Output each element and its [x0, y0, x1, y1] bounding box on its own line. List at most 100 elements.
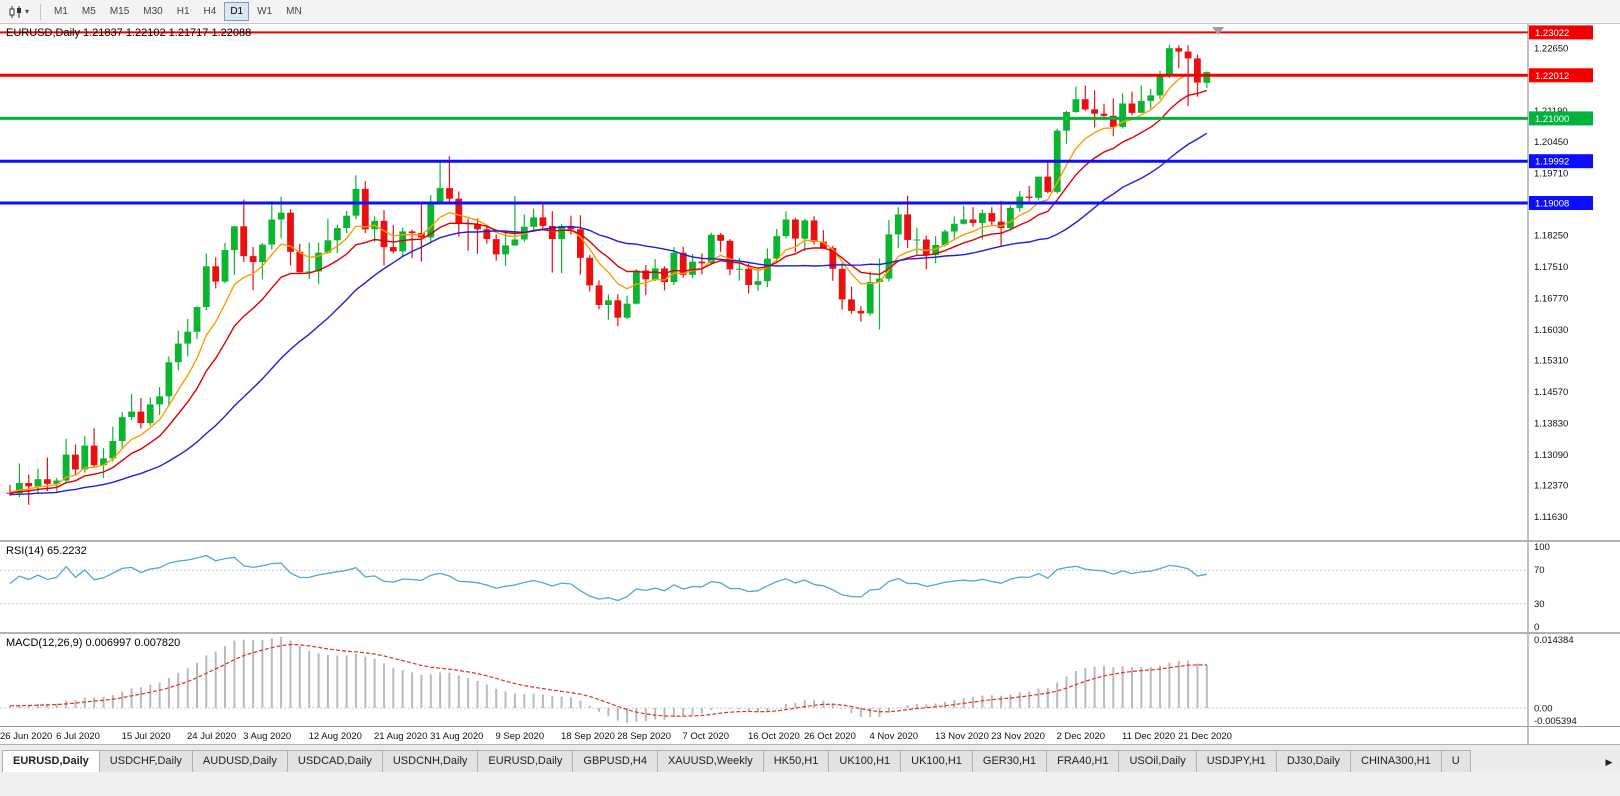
rsi-svg[interactable]: 100 70 30 0: [0, 542, 1620, 632]
price-axis-label: 1.13090: [1534, 450, 1568, 461]
date-axis-label: 9 Sep 2020: [496, 731, 545, 742]
macd-axis-label: 0.014384: [1534, 635, 1574, 646]
date-axis-label: 13 Nov 2020: [935, 731, 989, 742]
chart-tab-eurusd-daily[interactable]: EURUSD,Daily: [2, 750, 100, 772]
chart-tab-xauusd-weekly[interactable]: XAUUSD,Weekly: [656, 750, 764, 772]
timeframe-button-M5[interactable]: M5: [81, 6, 96, 17]
rsi-axis-label: 0: [1534, 622, 1539, 632]
price-tag-text: 1.21000: [1535, 114, 1569, 125]
date-axis-label: 21 Dec 2020: [1178, 731, 1232, 742]
bottom-strip: [0, 772, 1620, 796]
chart-tab-audusd-daily[interactable]: AUDUSD,Daily: [191, 750, 288, 772]
date-axis-label: 24 Jul 2020: [187, 731, 236, 742]
chart-tab-usdcad-daily[interactable]: USDCAD,Daily: [286, 750, 383, 772]
price-axis-label: 1.11630: [1534, 512, 1568, 523]
timeframe-button-H1[interactable]: H1: [176, 6, 190, 17]
date-axis-label: 26 Oct 2020: [804, 731, 856, 742]
timeframe-button-D1[interactable]: D1: [224, 2, 250, 21]
price-tag-1.23022[interactable]: [1529, 25, 1593, 40]
price-axis-label: 1.19710: [1534, 169, 1568, 180]
date-axis-label: 15 Jul 2020: [122, 731, 171, 742]
bottom-tabs: EURUSD,Daily USDCHF,Daily AUDUSD,Daily USDC…: [2, 750, 1600, 772]
chart-type-button[interactable]: ▾: [4, 2, 33, 22]
price-axis-label: 1.21190: [1534, 106, 1568, 117]
date-axis-svg: 26 Jun 2020 6 Jul 2020 15 Jul 2020 24 Jul 2…: [0, 727, 1529, 744]
price-axis-label: 1.16770: [1534, 294, 1568, 305]
price-tag-1.19992[interactable]: [1529, 154, 1593, 169]
timeframe-button-M1[interactable]: M1: [54, 6, 68, 17]
chart-tab-usdchf-daily[interactable]: USDCHF,Daily: [98, 750, 193, 772]
chart-shift-marker[interactable]: [1212, 27, 1224, 35]
timeframe-button-W1[interactable]: W1: [257, 6, 273, 17]
timeframe-button-group: M1 M5 M15 M30 H1 H4 D1 W1 MN: [48, 2, 308, 21]
rsi-panel: RSI(14) 65.2232 100 70 30 0: [0, 540, 1620, 632]
timeframe-button-MN[interactable]: MN: [286, 6, 302, 17]
timeframe-button-M15[interactable]: M15: [109, 6, 130, 17]
chart-tab-ger30-h1[interactable]: GER30,H1: [971, 750, 1048, 772]
date-axis-panel: 26 Jun 2020 6 Jul 2020 15 Jul 2020 24 Jul 2…: [0, 726, 1620, 744]
price-axis-label: 1.15310: [1534, 356, 1568, 367]
date-axis-label: 23 Nov 2020: [991, 731, 1045, 742]
macd-svg[interactable]: 0.014384 0.00-0.005394: [0, 634, 1620, 726]
chart-tab-uk100-h1[interactable]: UK100,H1: [900, 750, 973, 772]
date-axis-label: 2 Dec 2020: [1057, 731, 1106, 742]
chart-tab-hk50-h1[interactable]: HK50,H1: [762, 750, 830, 772]
chart-tab-eurusd-daily[interactable]: EURUSD,Daily: [477, 750, 574, 772]
chart-tab-china300-h1[interactable]: CHINA300,H1: [1350, 750, 1442, 772]
price-tag-text: 1.19008: [1535, 199, 1569, 210]
chart-tab-dj30-daily[interactable]: DJ30,Daily: [1275, 750, 1351, 772]
date-axis-label: 6 Jul 2020: [56, 731, 100, 742]
macd-signal-line: [9, 643, 1207, 717]
chevron-down-icon: ▾: [25, 7, 30, 16]
chart-stack: EURUSD,Daily 1.21837 1.22102 1.21717 1.2…: [0, 24, 1620, 744]
price-axis-label: 1.16030: [1534, 325, 1568, 336]
price-tag-text: 1.19992: [1535, 157, 1569, 168]
price-tag-text: 1.23022: [1535, 28, 1569, 39]
price-axis-label: 1.17510: [1534, 262, 1568, 273]
rsi-axis-label: 30: [1534, 599, 1545, 610]
timeframe-button-H4[interactable]: H4: [203, 6, 217, 17]
macd-axis-label: 0.00: [1534, 704, 1553, 715]
price-tag-1.19008[interactable]: [1529, 196, 1593, 210]
rsi-axis-label: 70: [1534, 565, 1545, 576]
date-axis-label: 21 Aug 2020: [374, 731, 427, 742]
price-axis-label: 1.18250: [1534, 231, 1568, 242]
timeframe-button-M30[interactable]: M30: [143, 6, 163, 17]
main-chart-svg[interactable]: 1.22650 1.21190 1.20450 1.19710 1.18250 1.175…: [0, 24, 1620, 540]
toolbar-separator: [40, 3, 42, 20]
date-axis-label: 12 Aug 2020: [309, 731, 362, 742]
chart-tab-usdjpy-h1[interactable]: USDJPY,H1: [1195, 750, 1277, 772]
date-axis-label: 31 Aug 2020: [430, 731, 483, 742]
date-axis-label: 16 Oct 2020: [748, 731, 800, 742]
chart-tab-u[interactable]: U: [1440, 750, 1471, 772]
price-tag-1.21000[interactable]: [1529, 111, 1593, 126]
ma-line-mid: [9, 89, 1208, 494]
date-axis-label: 18 Sep 2020: [561, 731, 615, 742]
chart-tab-uk100-h1[interactable]: UK100,H1: [828, 750, 902, 772]
date-axis-label: 4 Nov 2020: [870, 731, 919, 742]
price-tag-1.22012[interactable]: [1529, 68, 1593, 83]
rsi-axis-label: 100: [1534, 542, 1550, 553]
tab-scroll-right-button[interactable]: ▶: [1605, 756, 1613, 767]
date-axis-label: 3 Aug 2020: [243, 731, 291, 742]
price-tag-text: 1.22012: [1535, 71, 1569, 82]
chart-tab-usdcnh-daily[interactable]: USDCNH,Daily: [381, 750, 479, 772]
price-axis-label: 1.13830: [1534, 419, 1568, 430]
chart-tab-fra40-h1[interactable]: FRA40,H1: [1046, 750, 1120, 772]
chart-tab-usoil-daily[interactable]: USOil,Daily: [1118, 750, 1197, 772]
toolbar: ▾ M1 M5 M15 M30 H1 H4 D1 W1 MN: [0, 0, 1620, 24]
macd-axis-label: -0.005394: [1534, 716, 1577, 726]
macd-panel: MACD(12,26,9) 0.006997 0.007820 0.014384…: [0, 632, 1620, 726]
ma-line-fast: [9, 73, 1207, 494]
candlestick-chart-icon: [9, 5, 21, 18]
price-axis-label: 1.14570: [1534, 387, 1568, 398]
main-chart-panel: EURUSD,Daily 1.21837 1.22102 1.21717 1.2…: [0, 24, 1620, 540]
chart-tab-gbpusd-h4[interactable]: GBPUSD,H4: [572, 750, 658, 772]
date-axis-label: 7 Oct 2020: [683, 731, 729, 742]
date-axis-label: 11 Dec 2020: [1122, 731, 1175, 742]
chart-tab-bar: EURUSD,Daily USDCHF,Daily AUDUSD,Daily USDC…: [0, 744, 1620, 772]
price-axis-label: 1.20450: [1534, 137, 1568, 148]
price-axis-label: 1.22650: [1534, 44, 1568, 55]
date-axis-label: 28 Sep 2020: [617, 731, 671, 742]
